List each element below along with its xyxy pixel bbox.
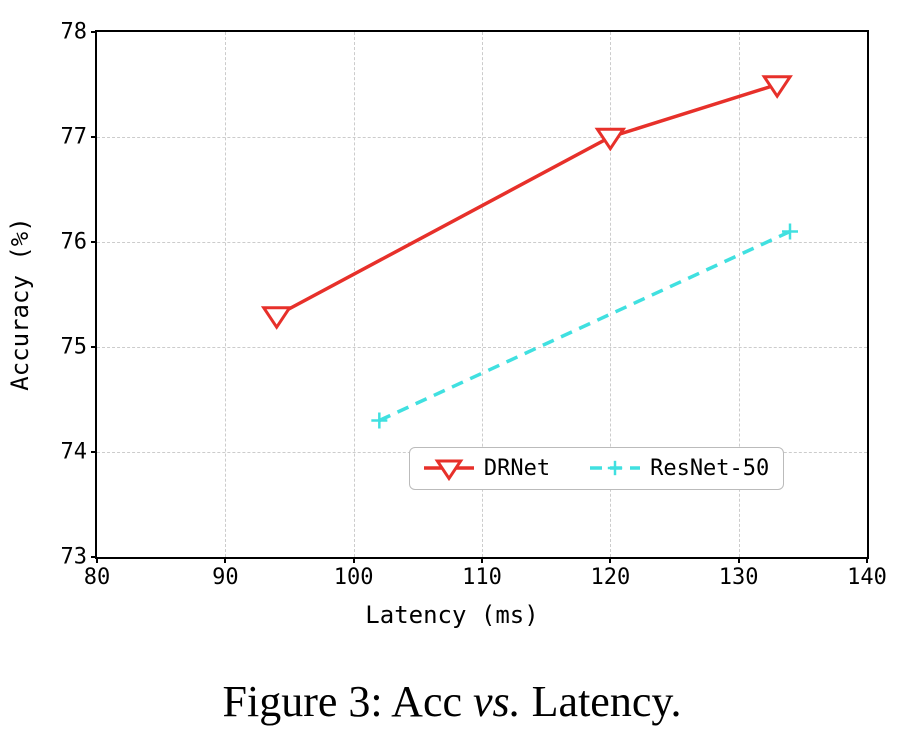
y-tick-label: 76: [61, 230, 88, 255]
series-line: [379, 232, 790, 421]
series-marker: [597, 129, 623, 148]
x-tick-mark: [96, 557, 98, 563]
legend-marker: [424, 458, 474, 478]
series-line: [277, 85, 778, 316]
figure-container: 7374757677788090100110120130140 DRNetRes…: [0, 0, 904, 747]
x-tick-label: 130: [719, 565, 759, 590]
x-tick-label: 100: [334, 565, 374, 590]
x-tick-label: 80: [84, 565, 111, 590]
caption-italic: vs.: [473, 677, 521, 726]
legend-label: DRNet: [484, 456, 550, 481]
legend-label: ResNet-50: [650, 456, 769, 481]
series-marker: [782, 224, 798, 240]
legend: DRNet ResNet-50: [409, 447, 784, 490]
x-axis-label: Latency (ms): [365, 601, 538, 629]
series-marker: [264, 308, 290, 327]
y-tick-label: 77: [61, 125, 88, 150]
x-tick-mark: [866, 557, 868, 563]
x-tick-mark: [609, 557, 611, 563]
y-tick-label: 78: [61, 20, 88, 45]
series-marker: [371, 413, 387, 429]
caption-suffix: Latency.: [521, 677, 682, 726]
y-axis-label: Accuracy (%): [6, 217, 34, 390]
chart-area: 7374757677788090100110120130140 DRNetRes…: [95, 30, 869, 559]
x-tick-mark: [224, 557, 226, 563]
x-tick-mark: [738, 557, 740, 563]
x-tick-label: 120: [590, 565, 630, 590]
x-tick-label: 140: [847, 565, 887, 590]
legend-item: ResNet-50: [590, 456, 769, 481]
figure-caption: Figure 3: Acc vs. Latency.: [222, 676, 681, 727]
caption-prefix: Figure 3: Acc: [222, 677, 473, 726]
x-tick-label: 110: [462, 565, 502, 590]
x-tick-mark: [353, 557, 355, 563]
y-tick-label: 75: [61, 335, 88, 360]
legend-item: DRNet: [424, 456, 550, 481]
x-tick-mark: [481, 557, 483, 563]
y-tick-label: 74: [61, 440, 88, 465]
x-tick-label: 90: [212, 565, 239, 590]
legend-marker: [590, 458, 640, 478]
